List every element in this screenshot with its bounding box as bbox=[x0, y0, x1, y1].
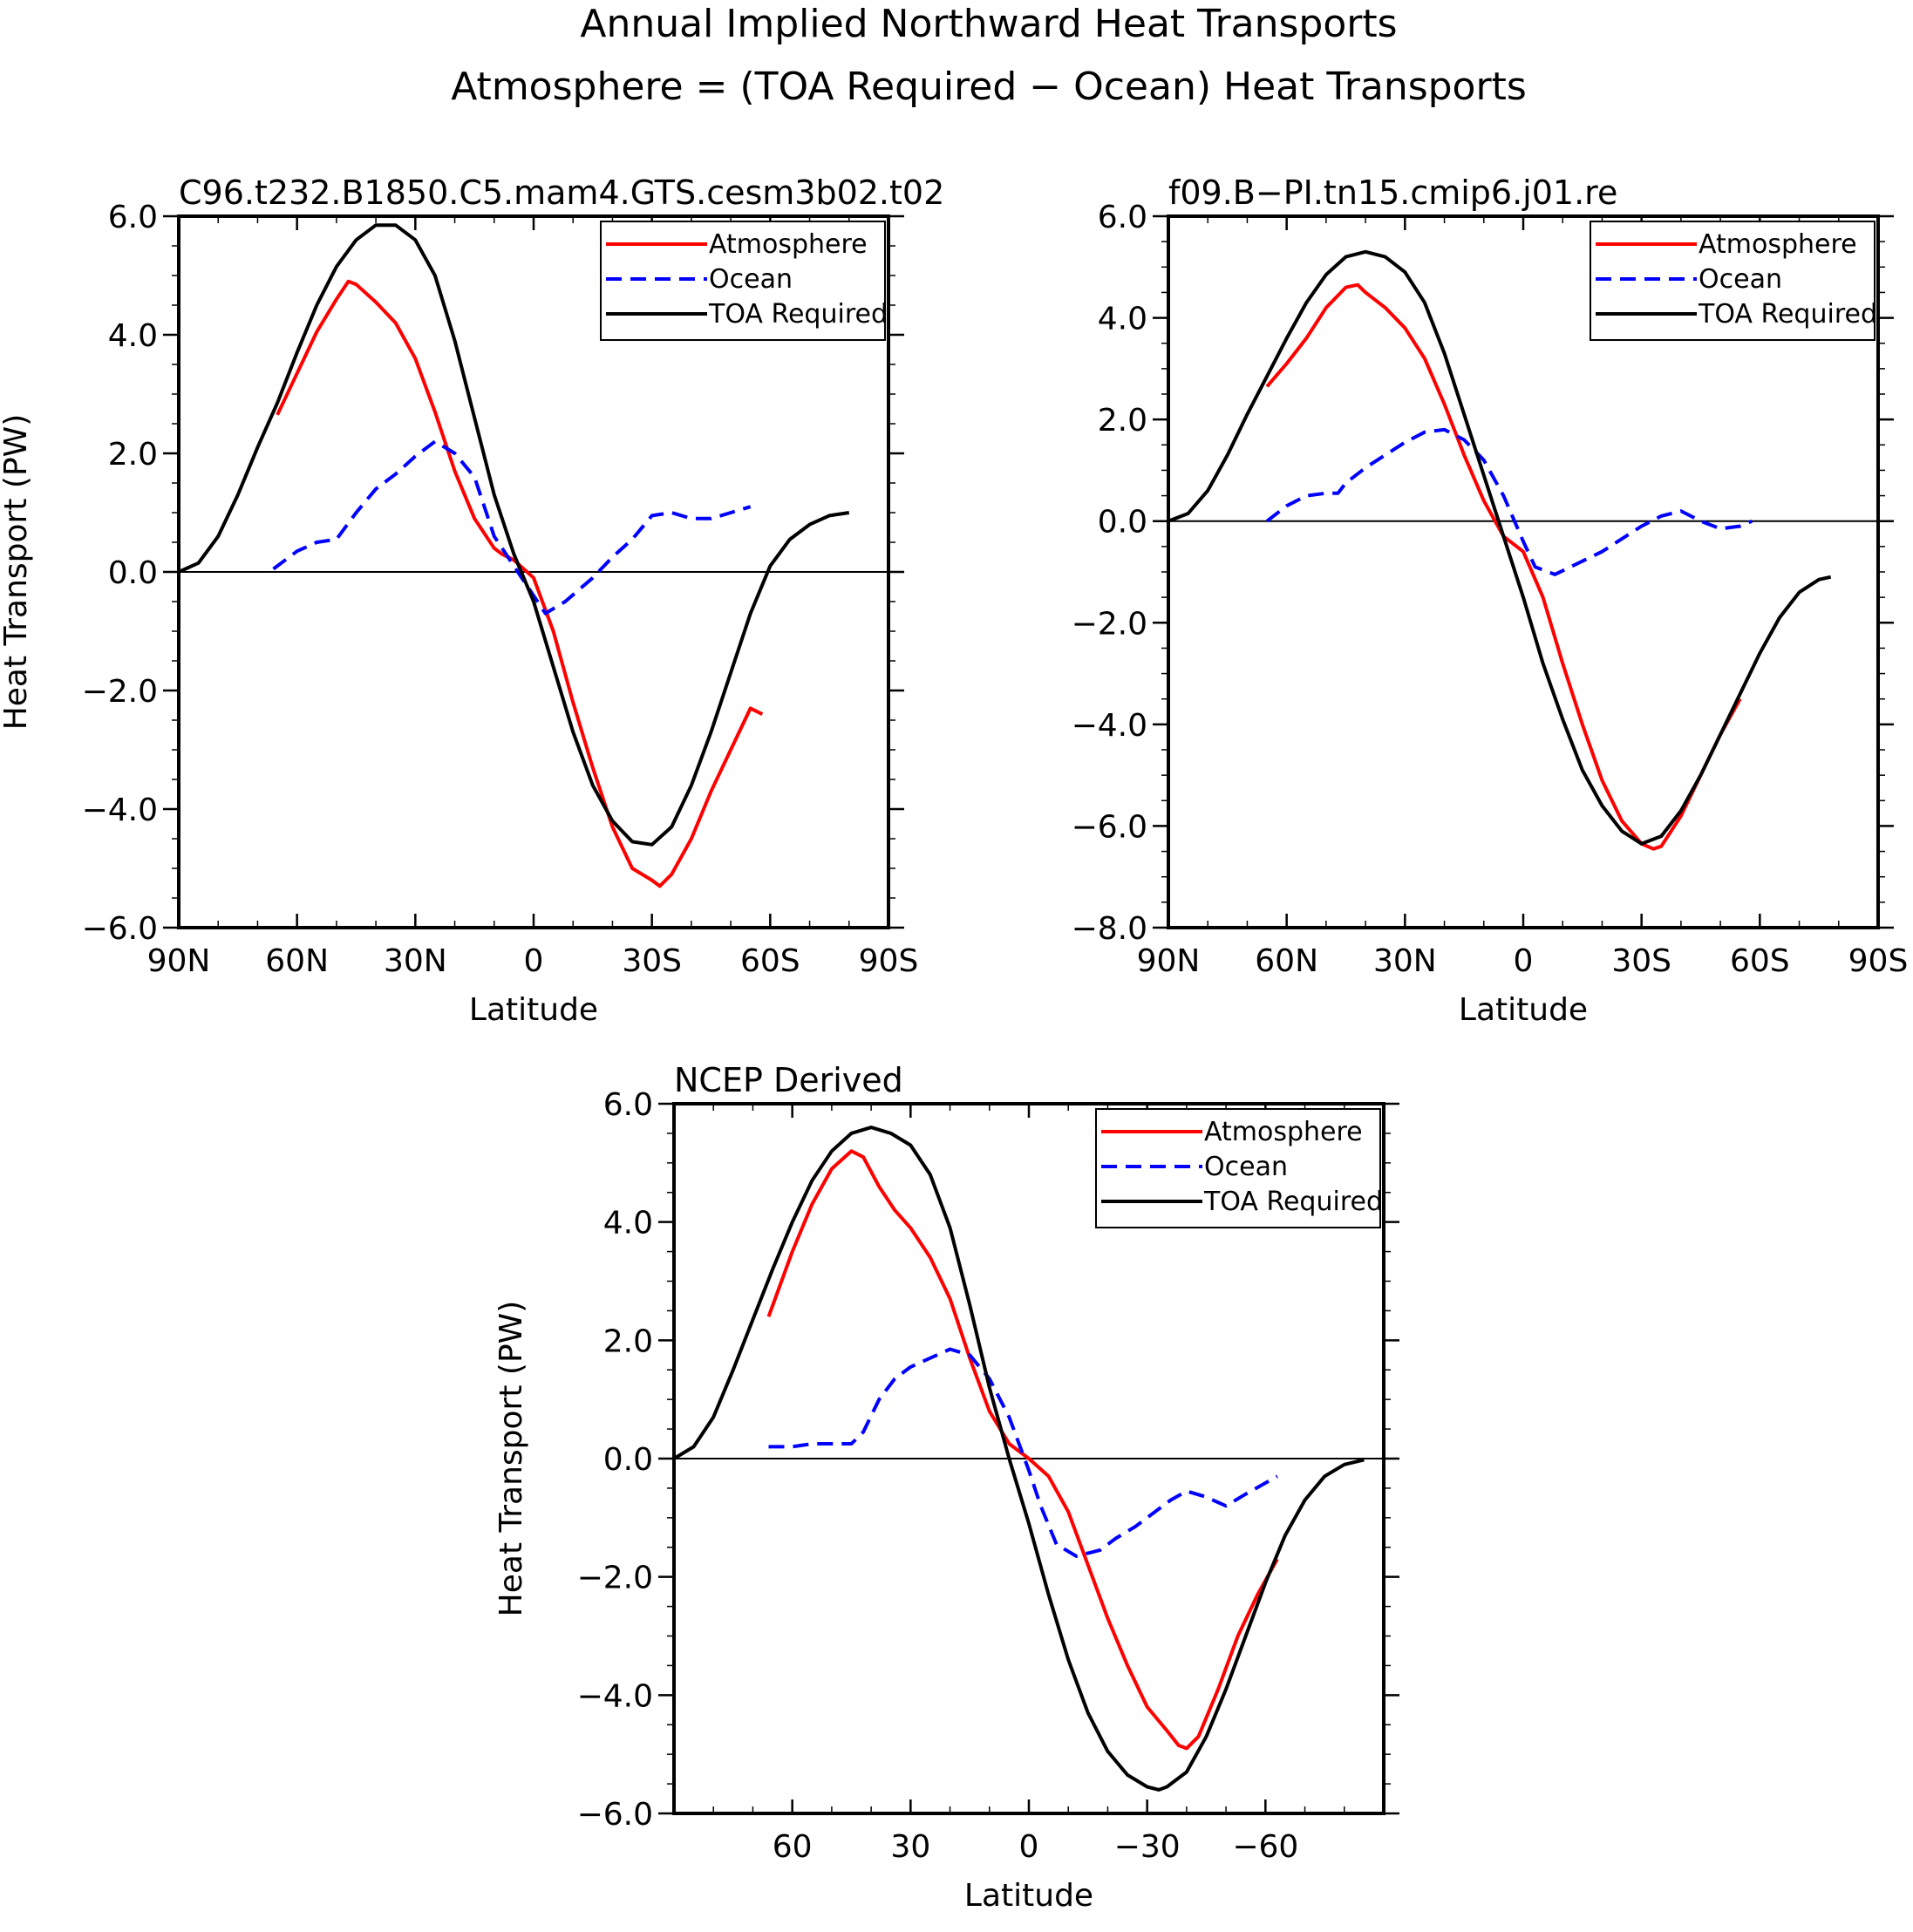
chart-title: f09.B−PI.tn15.cmip6.j01.re bbox=[1168, 173, 1617, 212]
y-tick-label: 4.0 bbox=[108, 318, 158, 354]
legend-box bbox=[1095, 1108, 1381, 1228]
x-tick-label: 60 bbox=[773, 1829, 813, 1865]
chart-title: NCEP Derived bbox=[674, 1061, 903, 1099]
y-tick-label: 6.0 bbox=[108, 200, 158, 235]
series-line-ocean bbox=[272, 439, 752, 616]
y-tick-label: 4.0 bbox=[1098, 302, 1147, 337]
x-tick-label: 30 bbox=[890, 1829, 930, 1865]
legend-box bbox=[600, 221, 886, 341]
x-tick-label: 90S bbox=[859, 943, 919, 979]
x-axis-label: Latitude bbox=[1459, 992, 1588, 1028]
x-tick-label: 90N bbox=[1137, 943, 1201, 979]
y-tick-label: 0.0 bbox=[1098, 505, 1147, 541]
y-tick-label: 2.0 bbox=[1098, 403, 1147, 439]
y-tick-label: 2.0 bbox=[108, 437, 158, 473]
x-tick-label: 30S bbox=[622, 943, 682, 979]
x-tick-label: 30S bbox=[1611, 943, 1671, 979]
legend: Atmosphere Ocean TOA Required bbox=[1590, 221, 1877, 341]
series-line-toa-required bbox=[1168, 249, 1832, 846]
chart-panel-3: 60 30 0 −30 −60 −6.0 −4.0 −2.0 0.0 2.0 4.0 6.0 Atmos… bbox=[494, 1061, 1399, 1914]
legend-label: Atmosphere bbox=[1699, 229, 1857, 260]
figure-title-line2: Atmosphere = (TOA Required − Ocean) Heat… bbox=[451, 65, 1527, 109]
legend-label: Atmosphere bbox=[709, 229, 868, 260]
y-tick-label: 6.0 bbox=[1098, 200, 1147, 235]
series-line-atmosphere bbox=[766, 1149, 1279, 1751]
y-tick-label: −6.0 bbox=[1072, 809, 1147, 845]
x-tick-label: 90S bbox=[1848, 943, 1909, 979]
chart-panel-1: 90N 60N 30N 0 30S 60S 90S −6.0 −4.0 −2.0 0.0 2.0 4.0… bbox=[0, 173, 944, 1028]
y-axis-label: Heat Transport (PW) bbox=[0, 414, 34, 731]
legend-label: TOA Required bbox=[1203, 1187, 1383, 1217]
x-tick-label: 0 bbox=[1019, 1829, 1039, 1865]
x-tick-label: 90N bbox=[147, 943, 211, 979]
x-tick-label: 30N bbox=[384, 943, 447, 979]
x-tick-label: 30N bbox=[1373, 943, 1437, 979]
x-tick-label: 60N bbox=[1255, 943, 1318, 979]
chart-title: C96.t232.B1850.C5.mam4.GTS.cesm3b02.t02 bbox=[179, 173, 944, 212]
x-tick-label: 60S bbox=[1730, 943, 1790, 979]
legend: Atmosphere Ocean TOA Required bbox=[600, 221, 888, 341]
plot-frame bbox=[1167, 214, 1880, 929]
legend-box bbox=[1590, 221, 1876, 341]
y-tick-label: −6.0 bbox=[577, 1797, 653, 1833]
y-tick-label: −2.0 bbox=[1072, 606, 1147, 642]
series-line-toa-required bbox=[672, 1126, 1365, 1792]
y-tick-label: −4.0 bbox=[82, 793, 158, 828]
series-line-toa-required bbox=[178, 223, 850, 847]
y-tick-label: 0.0 bbox=[603, 1442, 653, 1478]
x-axis-label: Latitude bbox=[964, 1878, 1093, 1914]
y-tick-label: −8.0 bbox=[1072, 911, 1147, 947]
legend-label: TOA Required bbox=[1698, 299, 1877, 330]
y-tick-label: −4.0 bbox=[577, 1678, 653, 1714]
y-tick-label: −2.0 bbox=[82, 674, 158, 710]
x-axis-label: Latitude bbox=[469, 992, 598, 1028]
y-tick-label: −4.0 bbox=[1072, 708, 1147, 744]
x-tick-label: 0 bbox=[524, 943, 544, 979]
plot-frame bbox=[672, 1102, 1385, 1815]
figure-title-line1: Annual Implied Northward Heat Transports bbox=[580, 2, 1397, 46]
x-tick-label: 60N bbox=[265, 943, 329, 979]
chart-panel-2: 90N 60N 30N 0 30S 60S 90S −8.0 −6.0 −4.0 −2.0 0.0 2.… bbox=[1072, 173, 1909, 1028]
x-tick-label: 0 bbox=[1514, 943, 1534, 979]
x-tick-label: −60 bbox=[1232, 1829, 1298, 1865]
x-tick-label: −30 bbox=[1114, 1829, 1181, 1865]
y-tick-label: 6.0 bbox=[603, 1087, 653, 1123]
legend-label: Atmosphere bbox=[1204, 1117, 1363, 1147]
chart-panels: 90N 60N 30N 0 30S 60S 90S −6.0 −4.0 −2.0 0.0 2.0 4.0… bbox=[0, 173, 1908, 1914]
y-tick-label: 0.0 bbox=[108, 555, 158, 591]
legend-label: TOA Required bbox=[708, 299, 888, 330]
legend-label: Ocean bbox=[1204, 1152, 1288, 1182]
y-tick-label: −2.0 bbox=[577, 1561, 653, 1596]
y-axis-label: Heat Transport (PW) bbox=[494, 1301, 529, 1617]
y-tick-label: 2.0 bbox=[603, 1323, 653, 1359]
series-line-ocean bbox=[768, 1347, 1278, 1558]
series-line-atmosphere bbox=[1265, 282, 1742, 851]
plot-frame bbox=[177, 214, 890, 929]
legend: Atmosphere Ocean TOA Required bbox=[1095, 1108, 1383, 1228]
legend-label: Ocean bbox=[1699, 264, 1782, 295]
series-line-atmosphere bbox=[276, 279, 764, 888]
x-tick-label: 60S bbox=[740, 943, 800, 979]
legend-label: Ocean bbox=[709, 264, 793, 295]
y-tick-label: 4.0 bbox=[603, 1206, 653, 1242]
series-line-ocean bbox=[1265, 427, 1753, 576]
y-tick-label: −6.0 bbox=[82, 911, 158, 947]
